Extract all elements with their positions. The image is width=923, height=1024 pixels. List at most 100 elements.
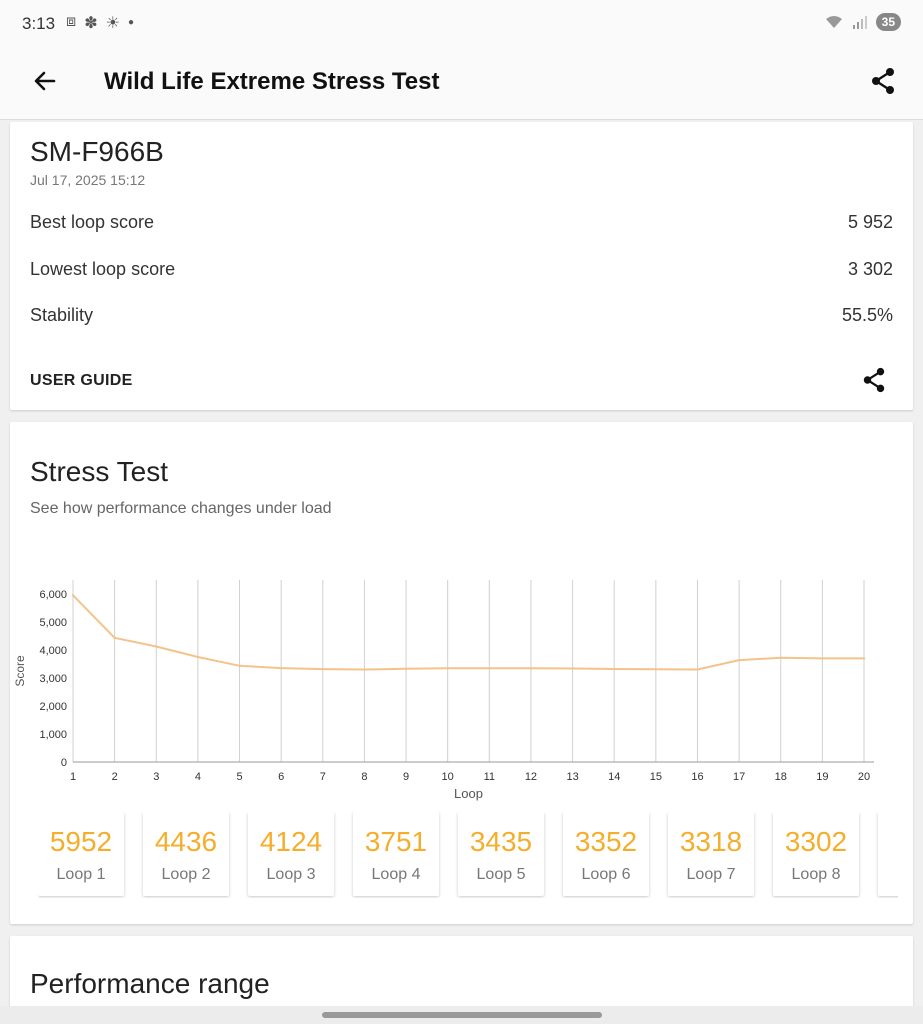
device-name: SM-F966B — [30, 136, 164, 167]
data-point — [696, 668, 699, 671]
lowest-loop-value: 3 302 — [847, 259, 893, 279]
x-tick-label: 13 — [566, 771, 578, 783]
data-point — [571, 667, 574, 670]
test-date: Jul 17, 2025 15:12 — [30, 172, 146, 188]
data-point — [279, 666, 283, 670]
loop-card: 3352 Loop 6 — [563, 812, 649, 896]
loop-score: 5952 — [49, 826, 113, 857]
signal-icon — [852, 16, 867, 29]
user-guide-link[interactable]: USER GUIDE — [30, 372, 133, 389]
data-point — [862, 657, 866, 660]
loop-score: 4436 — [154, 826, 218, 857]
x-tick-label: 15 — [650, 771, 662, 783]
stability-value: 55.5% — [841, 305, 893, 325]
x-tick-label: 10 — [442, 771, 454, 783]
status-right: 35 — [824, 13, 901, 31]
asterisk-icon: ✽ — [84, 15, 98, 32]
performance-range-title: Performance range — [30, 968, 270, 999]
best-loop-value: 5 952 — [847, 212, 893, 232]
data-point — [529, 667, 533, 670]
y-tick-label: 1,000 — [39, 729, 67, 741]
loop-score: 3 — [878, 826, 898, 858]
best-loop-label: Best loop score — [30, 212, 155, 232]
data-point — [446, 667, 449, 670]
x-tick-label: 4 — [195, 771, 201, 783]
stability-row: Stability 55.5% — [30, 305, 893, 326]
loop-card: 3 — [878, 812, 898, 896]
loop-card: 4124 Loop 3 — [248, 812, 334, 896]
data-point — [821, 657, 824, 660]
loop-card: 3435 Loop 5 — [458, 812, 544, 896]
x-tick-label: 17 — [733, 771, 745, 783]
page-title: Wild Life Extreme Stress Test — [104, 68, 440, 95]
loop-scores-strip[interactable]: 5952 Loop 1 4436 Loop 2 4124 Loop 3 3751 Loop 4… — [38, 812, 898, 898]
status-icons: ⧈ ✽ ☀ ● — [66, 13, 134, 33]
loop-label: Loop 2 — [161, 866, 211, 883]
x-tick-label: 19 — [816, 771, 828, 783]
x-tick-label: 5 — [236, 771, 242, 783]
data-point — [488, 667, 491, 670]
stress-chart: 1 2 3 4 5 6 7 8 9 10 11 12 13 14 15 16 17 18 19 2001,0002,0… — [13, 580, 874, 801]
data-point — [404, 667, 408, 670]
gesture-nav-handle[interactable] — [322, 1012, 602, 1018]
status-bar: 3:13 ⧈ ✽ ☀ ● 35 — [0, 0, 923, 50]
summary-card: SM-F966B Jul 17, 2025 15:12 Best loop sc… — [10, 122, 913, 410]
loop-card: 3318 Loop 7 — [668, 812, 754, 896]
data-point — [196, 655, 200, 659]
data-point — [113, 636, 116, 639]
status-time: 3:13 — [22, 14, 56, 33]
battery-indicator: 35 — [875, 13, 901, 31]
loop-label: Loop 8 — [791, 866, 841, 883]
lowest-loop-label: Lowest loop score — [30, 259, 176, 279]
loop-score: 3352 — [574, 826, 638, 857]
stability-label: Stability — [30, 305, 94, 325]
x-tick-label: 14 — [608, 771, 620, 783]
wifi-icon — [825, 16, 842, 28]
x-tick-label: 3 — [153, 771, 159, 783]
best-loop-row: Best loop score 5 952 — [30, 212, 893, 233]
x-tick-label: 6 — [278, 771, 284, 783]
data-point — [613, 667, 616, 671]
x-tick-label: 8 — [361, 771, 367, 783]
loop-card: 3751 Loop 4 — [353, 812, 439, 896]
x-tick-label: 2 — [112, 771, 118, 783]
loop-card: 4436 Loop 2 — [143, 812, 229, 896]
share-icon[interactable] — [861, 366, 887, 394]
stress-test-card: Stress Test See how performance changes … — [10, 422, 913, 924]
y-tick-label: 5,000 — [39, 617, 67, 629]
stress-test-title: Stress Test — [30, 456, 168, 487]
screenshot-icon: ⧈ — [66, 13, 77, 30]
lowest-loop-row: Lowest loop score 3 302 — [30, 259, 893, 280]
data-point — [779, 656, 782, 660]
loop-card: 3302 Loop 8 — [773, 812, 859, 896]
x-tick-label: 9 — [403, 771, 409, 783]
x-tick-label: 7 — [320, 771, 326, 783]
data-point — [654, 668, 658, 671]
data-point — [238, 664, 241, 668]
loop-label: Loop 1 — [56, 866, 106, 883]
loop-score: 3318 — [679, 826, 743, 857]
x-axis-label: Loop — [454, 786, 483, 801]
y-tick-label: 6,000 — [39, 589, 67, 601]
x-tick-label: 16 — [691, 771, 703, 783]
data-point — [155, 645, 158, 648]
loop-label: Loop 6 — [581, 866, 631, 883]
x-tick-label: 12 — [525, 771, 537, 783]
data-point — [71, 594, 75, 597]
loop-score: 3302 — [784, 826, 848, 857]
loop-score: 4124 — [259, 826, 323, 857]
series-line — [72, 594, 864, 671]
back-arrow-icon[interactable] — [30, 66, 60, 96]
y-tick-label: 0 — [61, 757, 67, 769]
data-point — [737, 658, 741, 662]
brightness-icon: ☀ — [105, 15, 120, 32]
x-tick-label: 18 — [775, 771, 787, 783]
share-icon[interactable] — [869, 66, 897, 96]
y-tick-label: 2,000 — [39, 701, 67, 713]
dot-icon: ● — [127, 17, 134, 28]
x-tick-label: 11 — [484, 771, 495, 783]
loop-score: 3435 — [469, 826, 533, 857]
stress-test-subtitle: See how performance changes under load — [30, 500, 332, 517]
data-point — [363, 668, 366, 671]
loop-label: Loop 4 — [371, 866, 421, 883]
